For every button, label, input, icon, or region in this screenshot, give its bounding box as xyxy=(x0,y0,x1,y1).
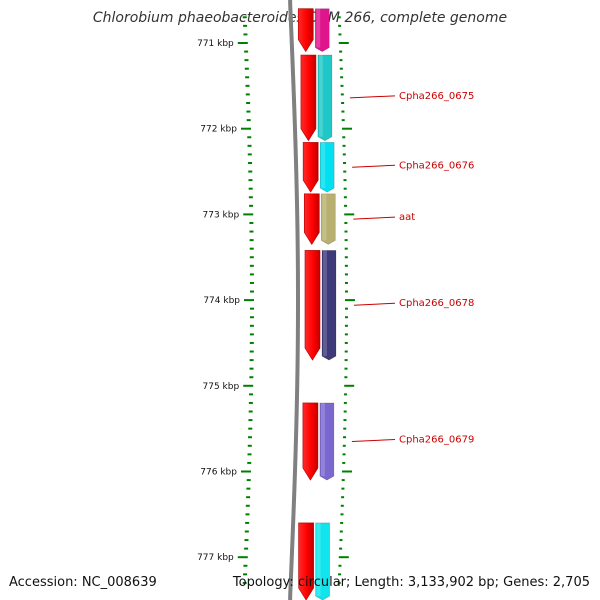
ruler-label: 772 kbp xyxy=(200,125,237,135)
gene-block-highlight xyxy=(316,522,321,597)
gene-block xyxy=(319,142,335,193)
genome-stats: Topology: circular; Length: 3,133,902 bp… xyxy=(232,575,590,590)
gene-block-highlight xyxy=(316,8,321,48)
gene-label-line xyxy=(353,216,396,220)
gene-block xyxy=(314,8,330,52)
genome-backbone xyxy=(288,0,300,600)
ruler-label: 777 kbp xyxy=(197,553,234,563)
gene-label-line xyxy=(351,439,396,443)
gene-label[interactable]: Cpha266_0676 xyxy=(399,160,474,171)
gene-label[interactable]: aat xyxy=(399,212,415,223)
gene-label[interactable]: Cpha266_0679 xyxy=(399,435,474,446)
gene-label-line xyxy=(352,164,396,168)
strand-gene-arrow xyxy=(298,522,314,600)
gene-track xyxy=(314,8,337,600)
ruler-label: 776 kbp xyxy=(200,468,237,478)
ruler: 771 kbp 772 kbp 773 kbp 774 kbp 775 kbp 776 k… xyxy=(197,16,355,584)
ruler-label: 775 kbp xyxy=(203,382,240,392)
gene-block-highlight xyxy=(318,54,323,137)
ruler-label: 771 kbp xyxy=(197,39,234,49)
gene-block-highlight xyxy=(322,193,327,241)
gene-label[interactable]: Cpha266_0675 xyxy=(399,91,474,102)
strand-gene-arrow xyxy=(300,54,317,142)
gene-block xyxy=(321,250,337,361)
gene-block xyxy=(315,522,330,600)
gene-label-line xyxy=(353,302,396,306)
strand-gene-arrow xyxy=(303,193,320,245)
strand-gene-arrow xyxy=(302,402,319,481)
gene-label[interactable]: Cpha266_0678 xyxy=(399,298,474,309)
gene-block-highlight xyxy=(321,142,326,189)
strand-gene-arrow xyxy=(302,142,319,193)
accession-label: Accession: NC_008639 xyxy=(9,575,157,590)
gene-block xyxy=(319,402,335,481)
ruler-label: 773 kbp xyxy=(203,210,240,220)
strand-gene-arrow xyxy=(297,8,314,53)
strand-gene-arrow xyxy=(304,250,321,361)
gene-block xyxy=(317,54,333,142)
gene-block xyxy=(320,193,336,245)
gene-label-line xyxy=(349,95,396,99)
ruler-label: 774 kbp xyxy=(203,296,240,306)
strand-gene-track xyxy=(297,8,321,600)
gene-block-highlight xyxy=(322,250,327,357)
gene-block-highlight xyxy=(320,402,325,477)
